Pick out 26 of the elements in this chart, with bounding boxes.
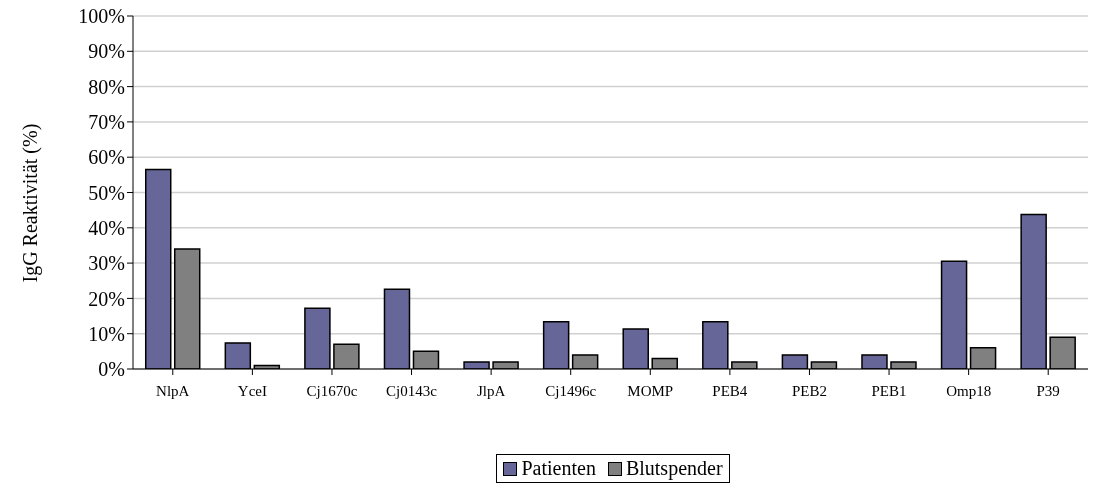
y-tick-label: 40% bbox=[88, 216, 125, 239]
y-tick-label: 80% bbox=[88, 75, 125, 98]
x-tick-label: PEB4 bbox=[712, 382, 748, 399]
x-tick-label: Cj1496c bbox=[545, 382, 597, 399]
y-tick-label: 10% bbox=[88, 322, 125, 345]
legend-label: Blutspender bbox=[624, 457, 723, 480]
y-tick-label: 50% bbox=[88, 181, 125, 204]
y-tick-label: 60% bbox=[88, 146, 125, 169]
y-axis-title: IgG Reaktivität (%) bbox=[19, 123, 43, 283]
x-tick-label: YceI bbox=[237, 382, 267, 399]
x-tick-label: Cj0143c bbox=[386, 382, 438, 399]
y-tick-label: 20% bbox=[88, 287, 125, 310]
x-tick-label: Omp18 bbox=[946, 382, 992, 399]
x-tick-label: NlpA bbox=[156, 382, 190, 399]
y-tick-label: 90% bbox=[88, 40, 125, 63]
x-tick-label: P39 bbox=[1036, 382, 1060, 399]
x-tick-label: JlpA bbox=[476, 382, 506, 399]
y-tick-label: 30% bbox=[88, 252, 125, 275]
x-tick-label: MOMP bbox=[627, 382, 674, 399]
legend-label: Patienten bbox=[520, 457, 596, 480]
y-tick-label: 0% bbox=[98, 358, 125, 381]
y-tick-label: 70% bbox=[88, 111, 125, 133]
x-tick-label: Cj1670c bbox=[306, 382, 358, 399]
x-tick-label: PEB2 bbox=[791, 382, 827, 399]
y-tick-label: 100% bbox=[78, 5, 125, 28]
x-tick-label: PEB1 bbox=[871, 382, 907, 399]
